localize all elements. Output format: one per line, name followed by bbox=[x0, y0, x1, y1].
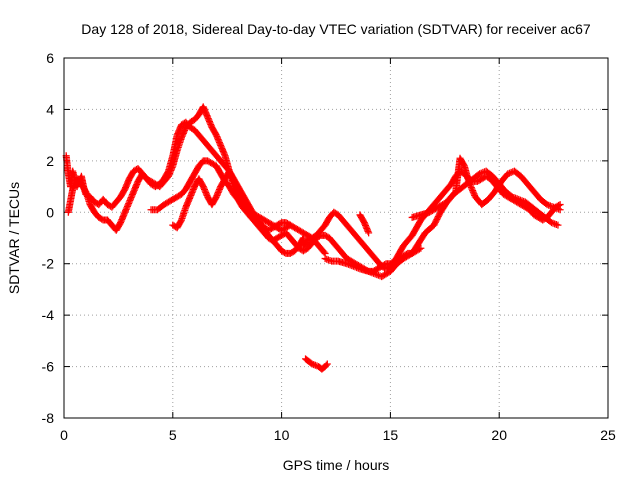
y-axis-label: SDTVAR / TECUs bbox=[6, 182, 22, 294]
data-point bbox=[470, 190, 478, 198]
grid bbox=[64, 58, 608, 418]
data-point bbox=[467, 182, 475, 190]
x-tick-label: 5 bbox=[169, 427, 177, 443]
axis-ticks bbox=[63, 57, 609, 419]
x-axis-label: GPS time / hours bbox=[283, 457, 390, 473]
y-tick-label: -6 bbox=[42, 359, 55, 375]
data-points bbox=[62, 103, 564, 373]
x-tick-label: 25 bbox=[600, 427, 616, 443]
y-tick-label: -8 bbox=[42, 410, 55, 426]
data-point bbox=[465, 177, 473, 185]
series-outlier-cluster bbox=[302, 355, 331, 373]
y-tick-labels: -8 -6 -4 -2 0 2 4 6 bbox=[42, 50, 55, 426]
x-tick-label: 20 bbox=[491, 427, 507, 443]
series-track-d bbox=[169, 167, 425, 275]
y-tick-label: 6 bbox=[46, 50, 54, 66]
x-tick-labels: 0 5 10 15 20 25 bbox=[60, 427, 616, 443]
data-point bbox=[320, 248, 328, 256]
data-point bbox=[285, 222, 293, 230]
data-point bbox=[469, 187, 477, 195]
data-point bbox=[556, 206, 564, 214]
plot-frame bbox=[63, 57, 609, 419]
data-point bbox=[299, 235, 307, 243]
data-point bbox=[466, 181, 474, 189]
data-point bbox=[465, 179, 473, 187]
y-tick-label: 2 bbox=[46, 153, 54, 169]
series-track-g bbox=[408, 154, 564, 221]
y-tick-label: -4 bbox=[42, 307, 55, 323]
y-tick-label: -2 bbox=[42, 256, 55, 272]
x-tick-label: 10 bbox=[274, 427, 290, 443]
series-track-h bbox=[356, 211, 373, 237]
y-tick-label: 4 bbox=[46, 101, 54, 117]
data-point bbox=[286, 221, 294, 229]
chart-title: Day 128 of 2018, Sidereal Day-to-day VTE… bbox=[81, 21, 591, 37]
x-tick-label: 0 bbox=[60, 427, 68, 443]
y-tick-label: 0 bbox=[46, 204, 54, 220]
data-point bbox=[365, 229, 373, 237]
data-point bbox=[468, 185, 476, 193]
data-point bbox=[469, 188, 477, 196]
data-point bbox=[323, 360, 331, 368]
data-point bbox=[322, 361, 330, 369]
data-point bbox=[554, 221, 562, 229]
data-point bbox=[467, 184, 475, 192]
x-tick-label: 15 bbox=[383, 427, 399, 443]
